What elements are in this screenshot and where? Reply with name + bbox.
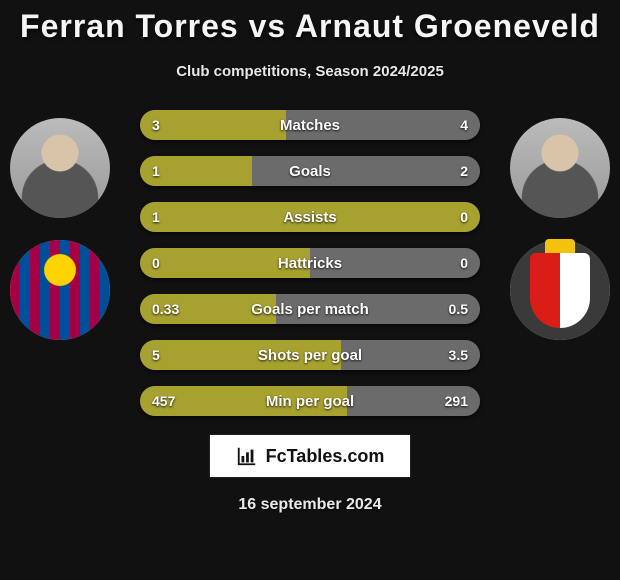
chart-icon xyxy=(236,445,258,467)
stat-bar-left xyxy=(140,340,341,370)
stat-row: Goals per match0.330.5 xyxy=(140,294,480,324)
stat-bar-left xyxy=(140,110,286,140)
stat-row: Assists10 xyxy=(140,202,480,232)
girona-logo-icon xyxy=(510,240,610,340)
stat-bar-right xyxy=(347,386,480,416)
stat-bar-left xyxy=(140,386,347,416)
stat-bar-right xyxy=(252,156,480,186)
stats-bars: Matches34 Goals12 Assists10 Hattricks00 Goal… xyxy=(140,110,480,416)
page-title: Ferran Torres vs Arnaut Groeneveld xyxy=(0,0,620,45)
stat-row: Shots per goal53.5 xyxy=(140,340,480,370)
footer: FcTables.com 16 september 2024 xyxy=(0,434,620,514)
avatar-placeholder-icon xyxy=(510,118,610,218)
stat-bar-right xyxy=(276,294,480,324)
stat-bar-left xyxy=(140,156,252,186)
player-left-avatar xyxy=(10,118,110,218)
player-right-avatar xyxy=(510,118,610,218)
branding-text: FcTables.com xyxy=(266,446,385,467)
stat-row: Hattricks00 xyxy=(140,248,480,278)
stat-row: Min per goal457291 xyxy=(140,386,480,416)
barcelona-logo-icon xyxy=(10,240,110,340)
branding-badge: FcTables.com xyxy=(209,434,412,478)
page-subtitle: Club competitions, Season 2024/2025 xyxy=(0,63,620,80)
club-left-logo xyxy=(10,240,110,340)
stat-bar-right xyxy=(310,248,480,278)
stat-bar-left xyxy=(140,202,480,232)
comparison-panel: Matches34 Goals12 Assists10 Hattricks00 Goal… xyxy=(0,110,620,416)
stat-row: Matches34 xyxy=(140,110,480,140)
stat-bar-right xyxy=(341,340,480,370)
stat-bar-left xyxy=(140,248,310,278)
stat-row: Goals12 xyxy=(140,156,480,186)
avatar-placeholder-icon xyxy=(10,118,110,218)
club-right-logo xyxy=(510,240,610,340)
stat-bar-right xyxy=(286,110,480,140)
date-text: 16 september 2024 xyxy=(0,496,620,514)
stat-bar-left xyxy=(140,294,276,324)
